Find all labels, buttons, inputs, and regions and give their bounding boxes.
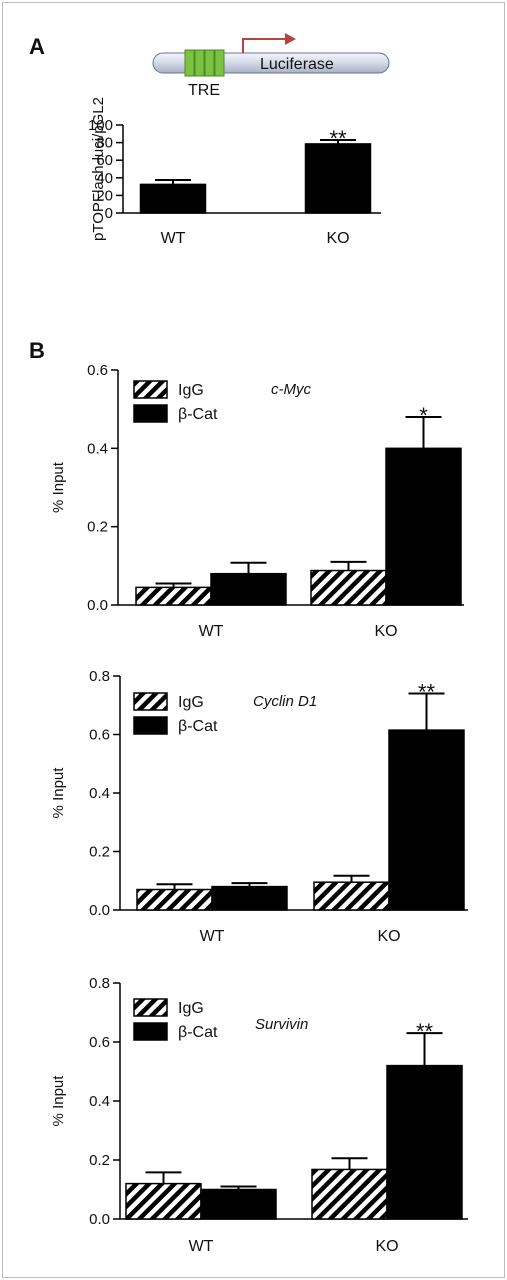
y-tick-label: 40	[96, 170, 113, 187]
bar-igg-wt	[135, 586, 212, 606]
gene-label: Cyclin D1	[253, 693, 317, 710]
y-tick-label: 0.0	[89, 902, 110, 919]
legend-swatch	[133, 692, 168, 711]
y-tick-label: 100	[88, 117, 113, 134]
panel-b-letter: B	[29, 338, 45, 363]
y-axis-title: pTOPFlash-luci/pGL2	[90, 97, 107, 241]
y-tick-label: 60	[96, 152, 113, 169]
figure-canvas: A B Luciferase TRE 020406080100pTOPFlash…	[29, 33, 468, 1255]
y-axis-title: % Input	[50, 1075, 67, 1127]
legend-swatch	[133, 1022, 168, 1041]
y-tick-label: 0.0	[87, 597, 108, 614]
bar-value-ko	[304, 143, 372, 214]
tre-repeat	[204, 49, 215, 77]
legend-label: β-Cat	[178, 718, 218, 735]
significance-marker: **	[329, 126, 347, 151]
significance-marker: **	[416, 1019, 434, 1044]
x-category-label: WT	[200, 928, 225, 945]
bar-igg-wt	[136, 888, 213, 911]
gene-label: c-Myc	[271, 381, 311, 398]
y-tick-label: 0.2	[89, 844, 110, 861]
y-tick-label: 0.8	[89, 975, 110, 992]
tre-label: TRE	[188, 82, 220, 99]
y-tick-label: 20	[96, 187, 113, 204]
tre-element	[184, 49, 225, 77]
panel-a-letter: A	[29, 34, 45, 59]
tre-repeat	[214, 49, 225, 77]
bar-igg-wt	[125, 1182, 202, 1220]
tre-repeat	[194, 49, 205, 77]
bar-value-wt	[139, 183, 207, 214]
y-axis-title: % Input	[50, 767, 67, 819]
y-tick-label: 0.0	[89, 1211, 110, 1228]
legend-swatch	[133, 404, 168, 423]
chart-4: 0.0 0.2 0.4 0.6 0.8 % Input WT ** KO IgG β-Cat Surv…	[50, 975, 468, 1255]
legend-label: β-Cat	[178, 1024, 218, 1041]
tre-repeat	[184, 49, 195, 77]
y-axis-title: % Input	[50, 461, 67, 513]
legend-label: IgG	[178, 382, 204, 399]
chart-2: 0.0 0.2 0.4 0.6 % Input WT * KO IgG β-Cat c-Myc	[50, 362, 464, 640]
y-tick-label: 0.6	[89, 727, 110, 744]
x-category-label: KO	[374, 623, 397, 640]
y-tick-label: 0.2	[89, 1152, 110, 1169]
x-category-label: WT	[189, 1238, 214, 1255]
bar-igg-ko	[310, 569, 387, 606]
bar-igg-ko	[313, 881, 390, 911]
y-tick-label: 0.4	[89, 1093, 110, 1110]
significance-marker: *	[419, 403, 428, 428]
legend-label: IgG	[178, 694, 204, 711]
y-tick-label: 0.4	[89, 785, 110, 802]
legend-swatch	[133, 716, 168, 735]
chart-3: 0.0 0.2 0.4 0.6 0.8 % Input WT ** KO IgG β-Cat Cycl…	[50, 668, 468, 945]
x-category-label: KO	[326, 230, 349, 247]
y-tick-label: 0.2	[87, 519, 108, 536]
bar-cat-wt	[200, 1188, 277, 1220]
x-category-label: KO	[375, 1238, 398, 1255]
bar-cat-wt	[211, 885, 288, 911]
bar-igg-ko	[311, 1168, 388, 1220]
x-category-label: WT	[161, 230, 186, 247]
y-tick-label: 0.8	[89, 668, 110, 685]
y-tick-label: 0.4	[87, 440, 108, 457]
y-tick-label: 0.6	[89, 1034, 110, 1051]
legend-swatch	[133, 998, 168, 1017]
y-tick-label: 0.6	[87, 362, 108, 379]
construct-diagram: Luciferase TRE	[152, 33, 390, 99]
significance-marker: **	[418, 680, 436, 705]
y-tick-label: 80	[96, 135, 113, 152]
legend-swatch	[133, 380, 168, 399]
bar-cat-ko	[386, 1064, 463, 1220]
legend-label: IgG	[178, 1000, 204, 1017]
y-tick-label: 0	[105, 205, 113, 222]
gene-label: Survivin	[255, 1016, 308, 1033]
bar-cat-ko	[388, 729, 465, 911]
x-category-label: KO	[377, 928, 400, 945]
legend-label: β-Cat	[178, 406, 218, 423]
luciferase-label: Luciferase	[260, 56, 334, 73]
bar-cat-ko	[385, 447, 462, 606]
x-category-label: WT	[199, 623, 224, 640]
bar-cat-wt	[210, 572, 287, 606]
transcription-start-arrow	[242, 33, 296, 53]
